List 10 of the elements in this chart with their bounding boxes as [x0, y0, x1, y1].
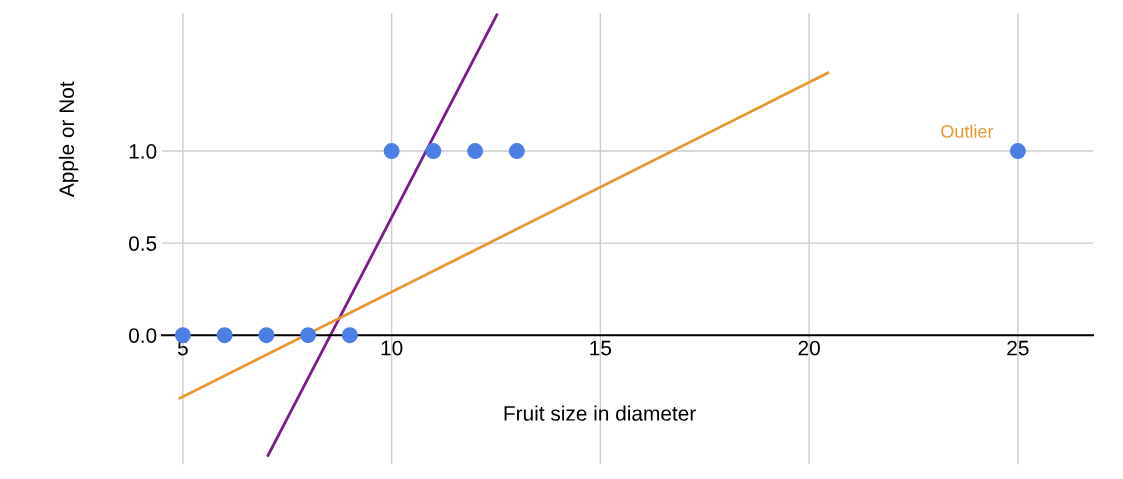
- x-axis-title: Fruit size in diameter: [504, 405, 696, 421]
- y-tick-label: 1.0: [129, 144, 157, 159]
- y-axis-title: Apple or Not: [58, 81, 79, 198]
- x-tick-label: 20: [798, 340, 820, 356]
- y-tick-label: 0.5: [128, 236, 157, 251]
- x-tick-label: 25: [1007, 340, 1029, 356]
- y-tick-label: 0.0: [128, 328, 157, 343]
- x-tick-label: 10: [381, 340, 403, 356]
- x-tick-label: 15: [590, 340, 612, 356]
- annotation: Outlier: [941, 124, 994, 138]
